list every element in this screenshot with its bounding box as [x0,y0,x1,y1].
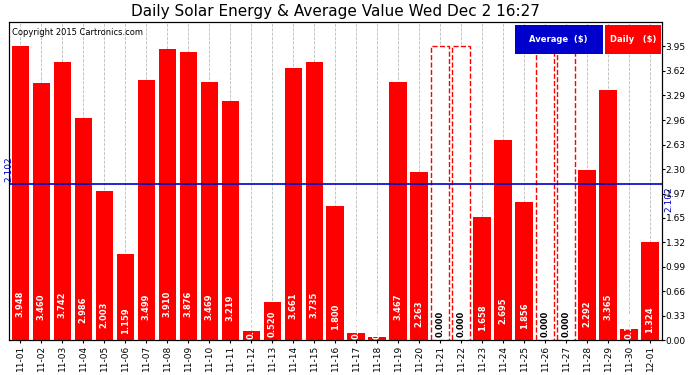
Text: 0.120: 0.120 [246,312,255,339]
Bar [12,46,29,340]
FancyBboxPatch shape [453,46,470,340]
Bar [642,242,658,340]
Bar [221,101,239,340]
Text: 3.499: 3.499 [141,293,150,320]
Text: 1.800: 1.800 [331,303,339,330]
Text: 1.159: 1.159 [121,307,130,333]
Text: 2.695: 2.695 [499,298,508,324]
Bar [264,302,281,340]
FancyBboxPatch shape [431,46,448,340]
Text: 3.876: 3.876 [184,291,193,317]
Bar [368,337,386,340]
Text: 3.661: 3.661 [288,292,297,319]
Bar [600,90,617,340]
Bar [179,52,197,340]
FancyBboxPatch shape [558,46,575,340]
Bar [201,82,218,340]
Bar [326,206,344,340]
Text: 3.469: 3.469 [205,293,214,320]
Text: 3.910: 3.910 [163,291,172,317]
Text: 3.365: 3.365 [604,294,613,320]
Text: 3.467: 3.467 [393,293,402,320]
Text: Average  ($): Average ($) [529,35,588,44]
Bar [411,172,428,340]
Text: 2.003: 2.003 [99,302,109,328]
Text: 0.000: 0.000 [435,310,444,337]
Text: 0.000: 0.000 [457,310,466,337]
Text: 3.219: 3.219 [226,295,235,321]
Bar [620,329,638,340]
Text: 1.324: 1.324 [646,306,655,333]
Bar [515,25,603,54]
Bar [75,118,92,340]
Text: 0.154: 0.154 [624,313,633,339]
Text: 3.742: 3.742 [58,292,67,318]
Text: 0.045: 0.045 [373,312,382,339]
Text: 2.102: 2.102 [4,156,13,182]
Bar [348,333,365,340]
Bar [389,82,406,340]
Text: 2.986: 2.986 [79,296,88,322]
Bar [495,140,512,340]
Text: 1.856: 1.856 [520,303,529,329]
Text: 2.292: 2.292 [582,300,591,327]
Text: Daily   ($): Daily ($) [610,35,656,44]
Bar [159,49,176,340]
Text: 3.735: 3.735 [310,292,319,318]
Text: 0.000: 0.000 [540,310,549,337]
FancyBboxPatch shape [536,46,553,340]
Title: Daily Solar Energy & Average Value Wed Dec 2 16:27: Daily Solar Energy & Average Value Wed D… [130,4,540,19]
Text: 0.101: 0.101 [352,312,361,339]
Bar [605,25,661,54]
Bar [117,254,134,340]
Text: 3.460: 3.460 [37,293,46,320]
Bar [137,80,155,340]
Bar [242,332,259,340]
Bar [32,83,50,340]
Bar [96,191,112,340]
Text: 3.948: 3.948 [16,291,25,317]
Bar [284,68,302,341]
Bar [54,62,71,340]
Text: 0.000: 0.000 [562,310,571,337]
Bar [473,217,491,340]
Bar [578,170,595,340]
Text: 2.263: 2.263 [415,300,424,327]
Text: 1.658: 1.658 [477,304,486,330]
Bar [515,202,533,340]
Text: 0.520: 0.520 [268,311,277,338]
Text: 2.102: 2.102 [664,186,673,212]
Bar [306,62,323,340]
Text: Copyright 2015 Cartronics.com: Copyright 2015 Cartronics.com [12,28,143,37]
